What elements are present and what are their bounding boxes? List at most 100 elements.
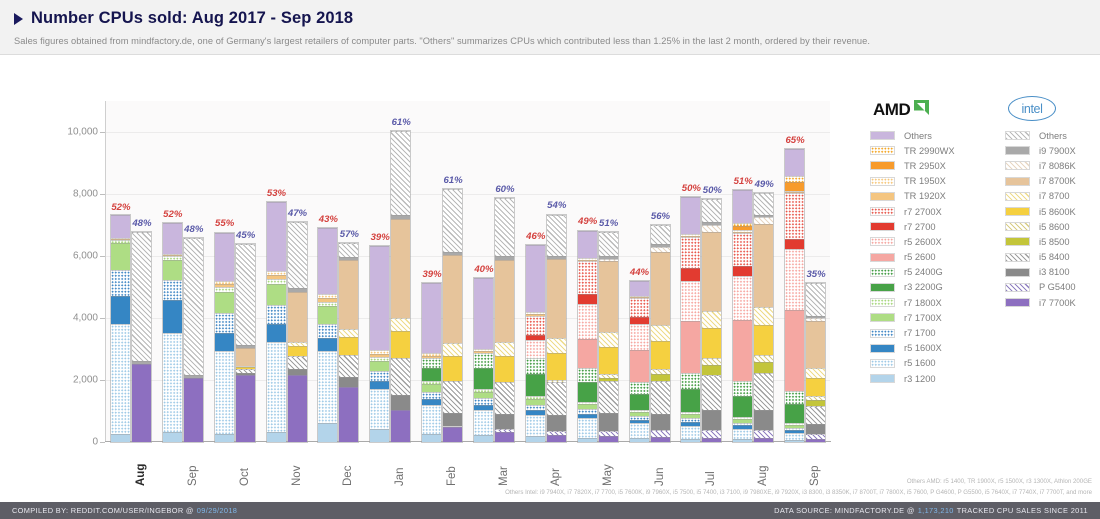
amd-legend-item[interactable]: Others <box>870 128 990 143</box>
bar-segment <box>650 437 670 442</box>
bar-amd[interactable] <box>784 148 806 443</box>
bar-intel[interactable] <box>130 230 152 444</box>
bar-intel[interactable] <box>701 197 723 444</box>
intel-legend-item[interactable]: P G5400 <box>1005 280 1100 295</box>
bar-group: 50% 50% <box>680 101 723 444</box>
amd-share-label: 50% <box>681 183 701 195</box>
footer-compiled-date: 09/29/2018 <box>196 506 238 515</box>
amd-legend-item[interactable]: r7 2700 <box>870 219 990 234</box>
bar-amd[interactable] <box>576 229 598 444</box>
amd-legend-item[interactable]: r5 2600 <box>870 250 990 265</box>
bar-group: 40% 60% <box>472 101 515 444</box>
bar-segment <box>287 369 307 376</box>
bar-segment <box>214 280 234 284</box>
amd-legend-item[interactable]: r7 1800X <box>870 295 990 310</box>
legend-swatch <box>870 343 895 353</box>
amd-legend-item[interactable]: r5 2400G <box>870 265 990 280</box>
bar-segment <box>785 192 805 194</box>
bar-intel[interactable] <box>805 282 827 443</box>
bar-segment <box>754 438 774 442</box>
intel-legend-item[interactable]: i5 8600K <box>1005 204 1100 219</box>
bar-segment <box>339 354 359 377</box>
intel-legend-item[interactable]: i3 8100 <box>1005 265 1100 280</box>
bar-intel[interactable] <box>182 237 204 443</box>
amd-legend-item[interactable]: r7 1700 <box>870 325 990 340</box>
bar-segment <box>443 427 463 442</box>
bar-amd[interactable] <box>317 226 339 444</box>
intel-legend-item[interactable]: i7 7700K <box>1005 295 1100 310</box>
bar-group: 52% 48% <box>109 101 152 444</box>
amd-legend-item[interactable]: r3 2200G <box>870 280 990 295</box>
amd-legend-item[interactable]: r7 2700X <box>870 204 990 219</box>
bar-segment <box>650 430 670 438</box>
bar-amd[interactable] <box>421 282 443 443</box>
bar-segment <box>733 189 753 223</box>
bar-segment <box>546 380 566 382</box>
bar-amd[interactable] <box>369 245 391 443</box>
bar-segment <box>391 219 411 318</box>
bar-intel[interactable] <box>493 196 515 444</box>
bar-segment <box>598 413 618 431</box>
legend-label: i7 8086K <box>1039 160 1076 171</box>
legend-swatch <box>1005 267 1030 277</box>
bar-segment <box>370 429 390 442</box>
y-axis-tick-label: 6,000 <box>72 250 98 262</box>
bar-amd[interactable] <box>524 244 546 443</box>
bar-amd[interactable] <box>628 280 650 443</box>
bar-amd[interactable] <box>213 231 235 443</box>
amd-legend-item[interactable]: TR 2950X <box>870 158 990 173</box>
bar-amd[interactable] <box>472 276 494 444</box>
bar-segment <box>650 247 670 253</box>
bar-intel[interactable] <box>545 213 567 444</box>
bar-amd[interactable] <box>161 221 183 444</box>
bar-segment <box>806 283 826 317</box>
bar-segment <box>681 438 701 442</box>
amd-legend-item[interactable]: r7 1700X <box>870 310 990 325</box>
intel-legend-item[interactable]: i5 8400 <box>1005 250 1100 265</box>
bar-segment <box>702 358 722 365</box>
legend-label: i5 8600 <box>1039 221 1070 232</box>
bar-segment <box>598 258 618 262</box>
intel-legend-item[interactable]: i7 8700 <box>1005 189 1100 204</box>
bar-segment <box>183 238 203 375</box>
bar-intel[interactable] <box>649 224 671 443</box>
bar-segment <box>318 338 338 351</box>
bar-intel[interactable] <box>390 129 412 444</box>
bar-amd[interactable] <box>732 188 754 444</box>
bar-intel[interactable] <box>442 188 464 443</box>
bar-amd[interactable] <box>265 201 287 443</box>
intel-legend-item[interactable]: i9 7900X <box>1005 143 1100 158</box>
intel-legend-item[interactable]: i7 8086K <box>1005 158 1100 173</box>
intel-legend-item[interactable]: Others <box>1005 128 1100 143</box>
amd-legend-item[interactable]: TR 1950X <box>870 174 990 189</box>
intel-legend-item[interactable]: i5 8600 <box>1005 219 1100 234</box>
amd-legend-item[interactable]: r3 1200 <box>870 371 990 386</box>
bar-intel[interactable] <box>597 230 619 444</box>
y-axis-tick-mark <box>100 380 105 381</box>
amd-legend-item[interactable]: r5 1600X <box>870 341 990 356</box>
amd-share-label: 43% <box>318 213 338 225</box>
bar-segment <box>650 414 670 431</box>
bar-segment <box>629 349 649 383</box>
bar-intel[interactable] <box>286 221 308 443</box>
amd-legend-item[interactable]: r5 2600X <box>870 234 990 249</box>
bar-segment <box>681 197 701 235</box>
x-axis-tick-label: Sep <box>186 465 199 486</box>
amd-legend-item[interactable]: TR 2990WX <box>870 143 990 158</box>
bar-segment <box>370 356 390 361</box>
bar-amd[interactable] <box>680 196 702 443</box>
intel-wordmark: intel <box>1021 101 1043 116</box>
intel-legend-item[interactable]: i7 8700K <box>1005 174 1100 189</box>
legend-swatch <box>870 313 895 323</box>
amd-legend-item[interactable]: TR 1920X <box>870 189 990 204</box>
bar-segment <box>577 259 597 262</box>
bar-segment <box>422 353 442 356</box>
legend-label: r3 2200G <box>904 282 943 293</box>
amd-legend-item[interactable]: r5 1600 <box>870 356 990 371</box>
intel-share-label: 56% <box>650 211 671 222</box>
bar-intel[interactable] <box>338 241 360 444</box>
bar-intel[interactable] <box>753 192 775 443</box>
intel-legend-item[interactable]: i5 8500 <box>1005 234 1100 249</box>
bar-amd[interactable] <box>109 213 131 444</box>
bar-intel[interactable] <box>234 242 256 444</box>
